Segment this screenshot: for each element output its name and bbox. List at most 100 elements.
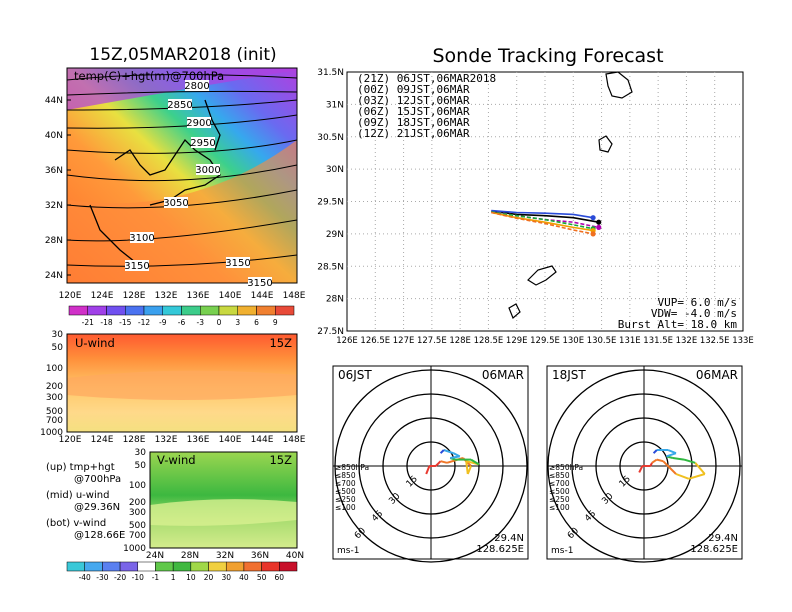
lon-tick: 128E <box>123 435 146 445</box>
contour-label-text: 3150 <box>225 258 250 269</box>
colorbar-cell <box>125 305 145 316</box>
uwind-label: U-wind <box>75 336 115 350</box>
p-tick: 1000 <box>40 428 63 438</box>
colorbar-cell <box>162 305 182 316</box>
wind-colorbar: -40 -30 -20 -10 -1 1 10 20 30 40 50 60 <box>66 561 298 582</box>
lon-tick: 144E <box>251 291 274 301</box>
colorbar-tick: -18 <box>100 318 112 327</box>
track-line <box>491 211 594 235</box>
hodo-lon: 128.625E <box>476 544 524 555</box>
colorbar-cell <box>68 305 88 316</box>
colorbar-cell <box>275 305 295 316</box>
level-key: ≤500 <box>549 487 570 496</box>
contour-label-bg <box>168 99 192 110</box>
contour-label-bg <box>248 277 272 288</box>
lat-tick: 44N <box>45 96 63 106</box>
colorbar-tick: 50 <box>257 573 267 582</box>
colorbar-tick: 0 <box>217 318 222 327</box>
temperature-colorbar: -21 -18 -15 -12 -9 -6 -3 0 3 6 9 <box>68 305 295 327</box>
colorbar-tick: 1 <box>171 573 176 582</box>
colorbar-tick: -6 <box>178 318 186 327</box>
level-key: ≤250 <box>335 495 356 504</box>
lat-tick: 24N <box>45 271 63 281</box>
contour-label-text: 3150 <box>247 278 272 289</box>
p-tick: 500 <box>129 521 146 531</box>
track-burst: Burst Alt= 18.0 km <box>618 318 738 331</box>
p-tick: 200 <box>46 382 63 392</box>
lat-tick: 32N <box>45 201 63 211</box>
hodo-date: 06MAR <box>696 368 738 382</box>
hodo-segment <box>465 461 469 475</box>
track-line <box>491 209 594 219</box>
hodo-segment <box>435 460 442 467</box>
y-tick: 29.5N <box>317 198 344 208</box>
colorbar-tick: -21 <box>82 318 94 327</box>
colorbar-cell <box>279 561 298 572</box>
track-x-ticks: 126E 126.5E 127E 127.5E 128E 128.5E 129E 129.5E… <box>336 336 754 346</box>
track-vdw: VDW= -4.0 m/s <box>651 307 737 320</box>
p-tick: 100 <box>129 481 146 491</box>
init-lon-ticks: 120E 124E 128E 132E 136E 140E 144E 148E <box>59 291 306 301</box>
lat-tick: 40N <box>45 131 63 141</box>
track-endpoint <box>590 231 596 237</box>
hodo-segment <box>443 449 454 455</box>
colorbar-cell <box>119 561 139 572</box>
colorbar-tick: -40 <box>79 573 91 582</box>
p-tick: 50 <box>135 461 147 471</box>
lon-tick: 132E <box>155 291 178 301</box>
x-tick: 126.5E <box>360 336 390 346</box>
p-tick: 50 <box>52 343 64 353</box>
level-key: ≤850 <box>549 471 570 480</box>
colorbar-cell <box>190 561 209 572</box>
lat-tick: 40N <box>286 551 304 561</box>
hodo-segment <box>425 465 431 475</box>
x-tick: 127.5E <box>417 336 447 346</box>
x-tick: 129.5E <box>530 336 560 346</box>
colorbar-cell <box>84 561 103 572</box>
hodo-segment <box>649 462 653 467</box>
lat-tick: 32N <box>216 551 234 561</box>
colorbar-cell <box>200 305 220 316</box>
contour-label: 2900 <box>186 117 212 129</box>
x-tick: 129E <box>506 336 528 346</box>
hodo-segment <box>683 458 696 464</box>
contour-label-text: 2800 <box>184 81 209 92</box>
hodo-segment <box>667 449 677 455</box>
colorbar-cell <box>261 561 280 572</box>
colorbar-tick: 3 <box>235 318 240 327</box>
hodo-segment <box>675 473 690 480</box>
lat-tick: 24N <box>146 551 164 561</box>
x-tick: 126E <box>336 336 358 346</box>
level-key: ≤700 <box>549 479 570 488</box>
track-coastline <box>508 71 633 320</box>
hodo-lat: 29.4N <box>494 533 524 544</box>
p-tick: 1000 <box>123 544 146 554</box>
legend-entry: (00Z) 09JST,06MAR <box>357 83 470 96</box>
uwind-lon-ticks: 120E 124E 128E 132E 136E 140E 144E 148E <box>59 435 306 445</box>
contour-label: 3000 <box>195 164 221 176</box>
lon-tick: 124E <box>91 291 114 301</box>
y-tick: 31.5N <box>317 68 344 78</box>
contour-label-text: 2900 <box>186 118 211 129</box>
lat-tick: 36N <box>251 551 269 561</box>
note-line: @29.36N <box>74 502 120 513</box>
vwind-panel <box>149 451 298 549</box>
colorbar-tick: 10 <box>186 573 196 582</box>
contour-label-bg <box>164 197 188 208</box>
colorbar-tick: 20 <box>204 573 214 582</box>
colorbar-tick: 6 <box>254 318 259 327</box>
track-line <box>491 211 594 232</box>
lon-tick: 140E <box>219 435 242 445</box>
lat-tick: 28N <box>181 551 199 561</box>
note-line: @128.66E <box>74 530 125 541</box>
hodo-segment <box>652 449 658 454</box>
x-tick: 128.5E <box>474 336 504 346</box>
colorbar-tick: 40 <box>239 573 249 582</box>
y-tick: 31N <box>326 100 344 110</box>
init-map-label: temp(C)+hgt(m)@700hPa <box>74 69 224 83</box>
colorbar-cell <box>208 561 227 572</box>
coastline <box>508 303 521 320</box>
hodo-segment <box>672 457 685 461</box>
